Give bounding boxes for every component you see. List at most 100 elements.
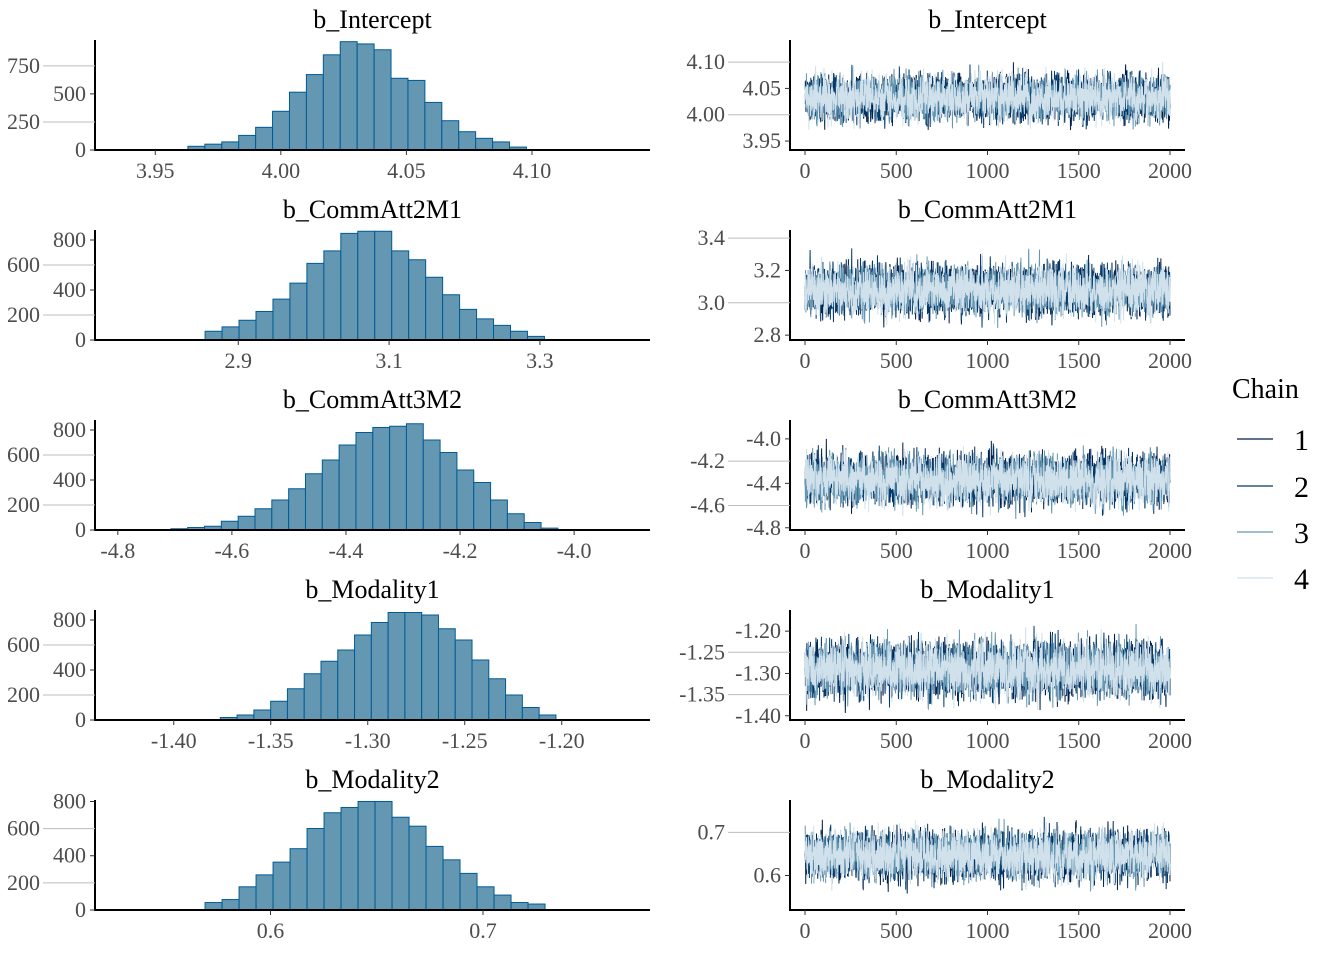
x-tick-label: -4.0	[557, 538, 592, 563]
y-tick-label: 800	[53, 227, 86, 252]
x-tick-label: 3.95	[136, 158, 175, 183]
y-tick-label: -4.6	[690, 493, 725, 518]
histogram-bar	[238, 319, 257, 341]
x-tick-label: 3.3	[526, 348, 554, 373]
x-tick-label: -1.25	[442, 728, 488, 753]
histogram-bar	[473, 482, 492, 531]
y-tick-label: 400	[53, 277, 86, 302]
histogram-bar	[408, 825, 427, 911]
panel-title: b_CommAtt2M1	[283, 195, 462, 224]
histogram-bar	[510, 902, 529, 911]
x-tick-label: 1000	[966, 728, 1010, 753]
x-tick-label: 1000	[966, 158, 1010, 183]
y-tick-label: -1.20	[735, 618, 781, 643]
histogram-bar	[306, 827, 325, 911]
histogram-bar	[306, 262, 325, 341]
histogram-bar	[288, 488, 306, 531]
histogram-bar	[339, 41, 358, 151]
panel-title: b_CommAtt3M2	[898, 385, 1077, 414]
y-tick-label: 3.0	[698, 290, 726, 315]
histogram-bar	[405, 423, 424, 531]
histogram-bar	[475, 137, 494, 151]
y-tick-label: 200	[7, 870, 40, 895]
histogram-bar	[255, 874, 274, 911]
y-tick-label: 600	[7, 252, 40, 277]
histogram-bar	[220, 520, 239, 531]
trace-panel-b_CommAtt3M2: b_CommAtt3M2 0 500 1000 1500 2000 -4.8 -4.6 -4.4…	[690, 385, 1192, 563]
legend-label-chain-2: 2	[1294, 471, 1309, 504]
histogram-bar	[374, 800, 393, 911]
x-tick-label: 1500	[1057, 918, 1101, 943]
x-tick-label: 0	[800, 728, 811, 753]
trace-line-chain-4	[804, 446, 1171, 517]
y-tick-label: -4.8	[746, 515, 781, 540]
x-tick-label: 1000	[966, 348, 1010, 373]
histogram-bar	[238, 886, 257, 911]
y-tick-label: 750	[7, 53, 40, 78]
y-tick-label: -1.30	[735, 660, 781, 685]
histogram-bar	[521, 707, 540, 721]
y-tick-label: 200	[7, 302, 40, 327]
legend-label-chain-3: 3	[1294, 517, 1309, 550]
histogram-bar	[523, 522, 542, 531]
trace-line-chain-4	[804, 61, 1171, 130]
histogram-bar	[374, 230, 393, 341]
histogram-bar	[270, 700, 288, 721]
histogram-bar	[355, 432, 374, 531]
histogram-bar	[493, 324, 511, 341]
x-tick-label: 4.05	[387, 158, 426, 183]
histogram-bar	[506, 513, 525, 531]
histogram-bar	[471, 659, 490, 721]
histogram-bar	[204, 902, 223, 911]
histogram-bar	[439, 452, 458, 531]
y-tick-label: 800	[53, 417, 86, 442]
x-tick-label: -1.35	[248, 728, 294, 753]
y-tick-label: -4.4	[746, 470, 781, 495]
y-tick-label: 0.7	[698, 819, 726, 844]
histogram-bar	[391, 816, 410, 911]
x-tick-label: 0	[800, 348, 811, 373]
x-tick-label: 500	[880, 348, 913, 373]
histogram-bar	[320, 660, 339, 721]
x-tick-label: 2000	[1148, 728, 1192, 753]
histogram-bar	[354, 634, 372, 721]
histogram-bar	[390, 77, 409, 151]
x-tick-label: -4.4	[329, 538, 364, 563]
histogram-bar	[238, 134, 257, 151]
histogram-bar	[442, 294, 461, 341]
y-tick-label: 0.6	[754, 862, 782, 887]
y-tick-label: 0	[75, 327, 86, 352]
panel-title: b_Intercept	[928, 5, 1047, 34]
y-tick-label: 800	[53, 607, 86, 632]
histogram-bar	[404, 612, 423, 721]
histogram-bar	[437, 628, 456, 721]
histogram-bar	[272, 110, 290, 151]
y-tick-label: -1.40	[735, 703, 781, 728]
y-tick-label: 400	[53, 657, 86, 682]
histogram-bar	[286, 688, 305, 721]
histogram-panel-b_CommAtt3M2: b_CommAtt3M2 -4.8 -4.6 -4.4 -4.2 -4.0 0 200 400 6…	[7, 385, 650, 563]
x-tick-label: -4.2	[443, 538, 478, 563]
histogram-bar	[304, 473, 323, 531]
histogram-bar	[357, 800, 376, 911]
trace-panel-b_CommAtt2M1: b_CommAtt2M1 0 500 1000 1500 2000 2.8 3.0 3.2 3.4	[698, 195, 1193, 373]
x-tick-label: 500	[880, 728, 913, 753]
trace-panel-b_Modality2: b_Modality2 0 500 1000 1500 2000 0.6 0.7	[698, 765, 1193, 943]
y-tick-label: 3.4	[698, 225, 726, 250]
histogram-bar	[289, 848, 308, 911]
histogram-bar	[288, 91, 307, 151]
x-tick-label: 4.10	[513, 158, 552, 183]
histogram-bar	[271, 499, 290, 531]
y-tick-label: 400	[53, 843, 86, 868]
legend-label-chain-4: 4	[1294, 563, 1309, 596]
histogram-bar	[237, 515, 256, 531]
histogram-bar	[305, 74, 324, 151]
histogram-bar	[221, 899, 240, 911]
y-tick-label: 4.05	[743, 75, 782, 100]
panel-title: b_CommAtt3M2	[283, 385, 462, 414]
histogram-bar	[476, 318, 495, 341]
y-tick-label: 3.95	[743, 128, 782, 153]
panel-title: b_Modality2	[920, 765, 1054, 794]
